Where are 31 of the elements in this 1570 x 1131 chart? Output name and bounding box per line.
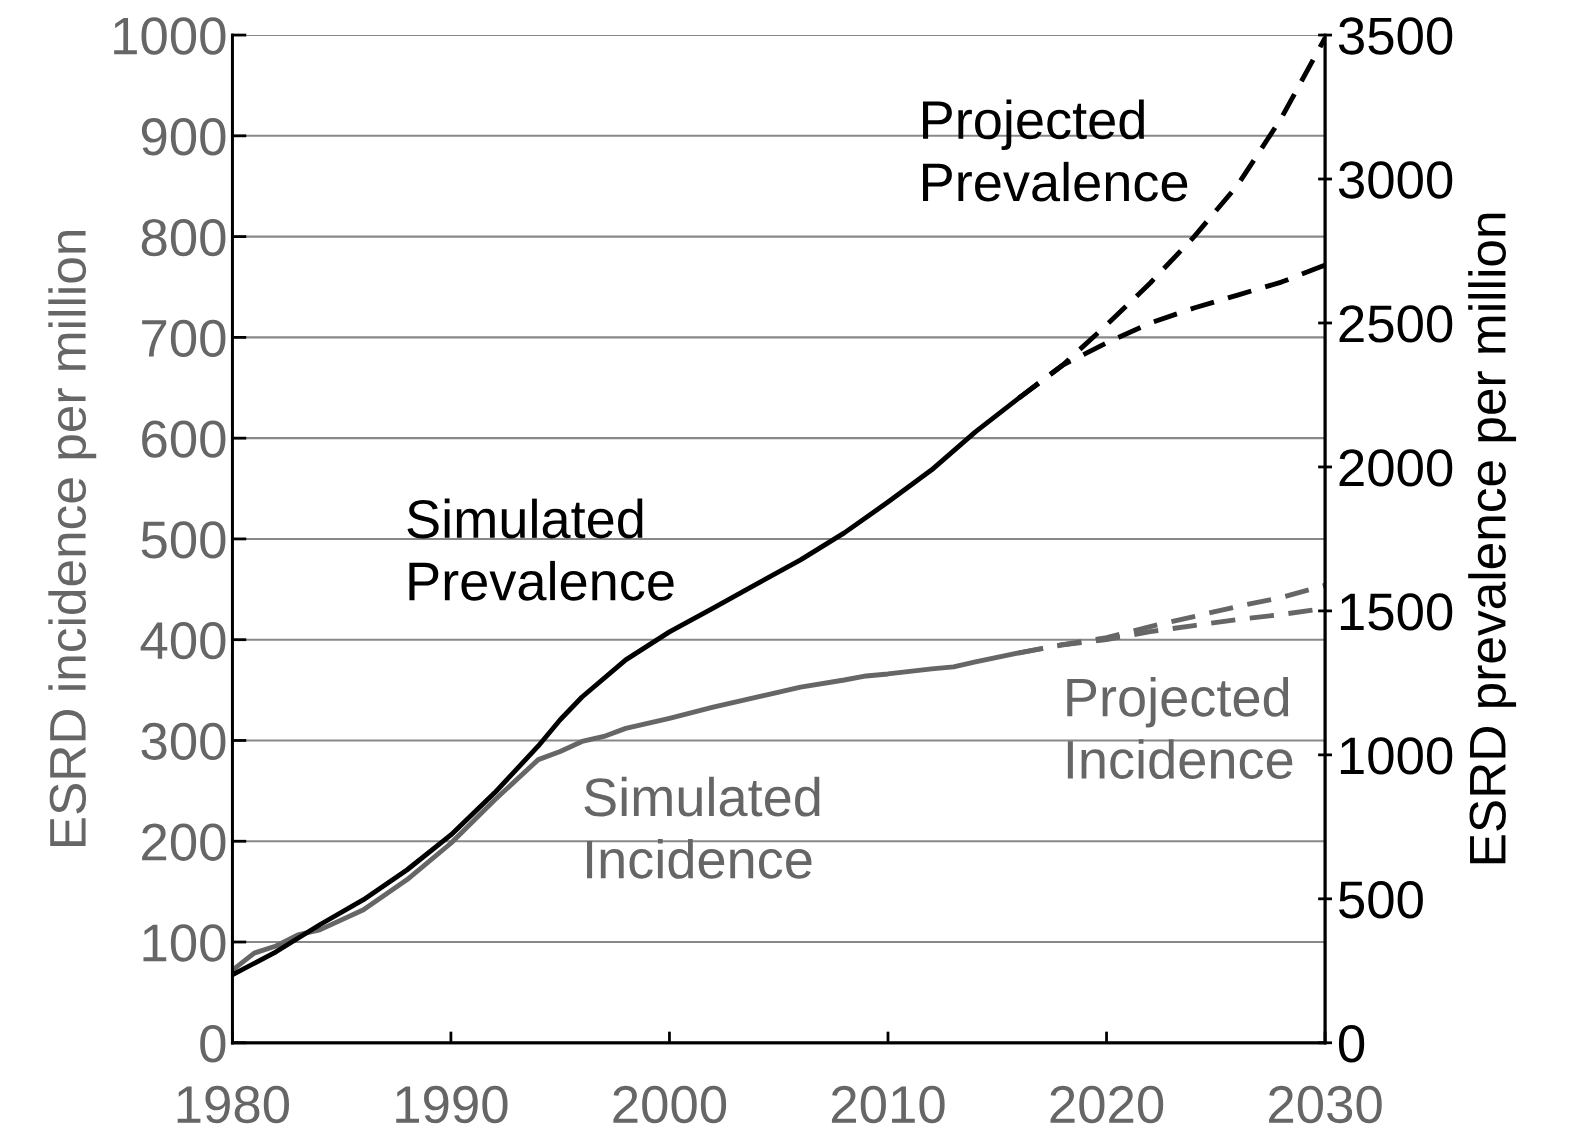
y-tick-label: 700 xyxy=(142,319,226,358)
y2-tick-label: 500 xyxy=(1339,881,1423,919)
series-label: Simulated Incidence xyxy=(584,776,820,879)
y-tick-label: 600 xyxy=(142,420,226,458)
x-tick-label: 2010 xyxy=(831,1085,945,1124)
series-label: Projected Prevalence xyxy=(923,99,1188,202)
y-tick-label: 100 xyxy=(143,924,226,962)
y-tick-label: 800 xyxy=(141,218,226,257)
y2-tick-label: 1500 xyxy=(1340,593,1453,631)
series-label: Projected Incidence xyxy=(1067,676,1293,780)
y-tick-label: 900 xyxy=(141,118,226,156)
y2-tick-label: 2500 xyxy=(1339,305,1453,343)
y-tick-label: 400 xyxy=(140,621,226,660)
y2-axis-title: ESRD prevalence per million xyxy=(1468,213,1517,864)
y2-tick-label: 1000 xyxy=(1340,737,1453,775)
x-tick-label: 2030 xyxy=(1269,1085,1382,1124)
y-tick-label: 0 xyxy=(200,1025,226,1063)
y2-tick-label: 3000 xyxy=(1338,161,1453,199)
x-tick-label: 2000 xyxy=(613,1085,727,1124)
y-axis-title: ESRD incidence per million xyxy=(48,230,97,847)
series-label: Simulated Prevalence xyxy=(407,498,674,601)
y2-tick-label: 2000 xyxy=(1339,449,1453,487)
x-tick-label: 1980 xyxy=(177,1085,290,1124)
y2-tick-label: 0 xyxy=(1338,1025,1365,1063)
y-tick-label: 500 xyxy=(141,521,226,559)
y-tick-label: 1000 xyxy=(114,17,226,55)
x-tick-label: 2020 xyxy=(1050,1085,1164,1124)
y-tick-label: 300 xyxy=(141,722,226,761)
x-tick-label: 1990 xyxy=(396,1085,508,1124)
y2-tick-label: 3500 xyxy=(1338,17,1453,55)
y-tick-label: 200 xyxy=(142,823,226,861)
